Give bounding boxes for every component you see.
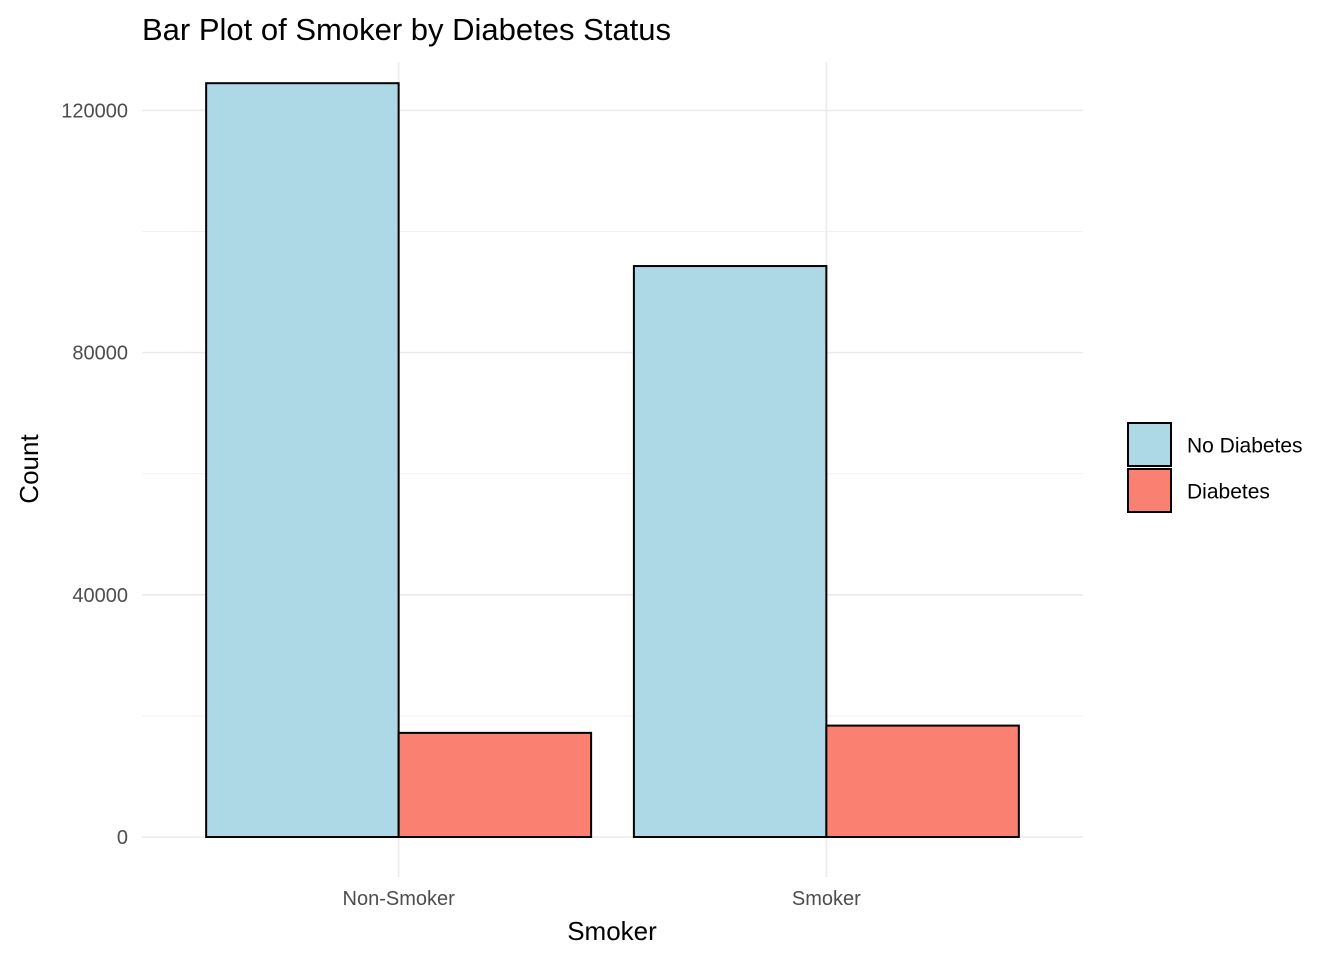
y-tick-label: 40000 xyxy=(72,585,128,607)
bar-diabetes-non-smoker xyxy=(397,731,593,838)
x-axis-title: Smoker xyxy=(567,916,657,946)
legend: No Diabetes Diabetes xyxy=(1127,422,1303,513)
bars-layer xyxy=(205,82,1020,838)
y-tick-label: 120000 xyxy=(61,100,128,122)
x-axis-ticks: Non-Smoker Smoker xyxy=(343,888,862,910)
bar-no-diabetes-smoker xyxy=(632,265,828,838)
y-axis-ticks: 0 40000 80000 120000 xyxy=(61,100,128,849)
bar-diabetes-smoker xyxy=(825,724,1020,838)
y-tick-label: 80000 xyxy=(72,343,128,365)
x-tick-label: Non-Smoker xyxy=(343,888,456,910)
chart-title: Bar Plot of Smoker by Diabetes Status xyxy=(142,12,671,47)
legend-key-no-diabetes xyxy=(1127,422,1172,467)
legend-key-diabetes xyxy=(1127,468,1172,513)
legend-label: Diabetes xyxy=(1187,481,1270,504)
bar-no-diabetes-non-smoker xyxy=(205,82,400,838)
y-tick-label: 0 xyxy=(117,827,128,849)
x-tick-label: Smoker xyxy=(792,888,861,910)
legend-label: No Diabetes xyxy=(1187,435,1303,458)
y-axis-title: Count xyxy=(14,434,44,504)
